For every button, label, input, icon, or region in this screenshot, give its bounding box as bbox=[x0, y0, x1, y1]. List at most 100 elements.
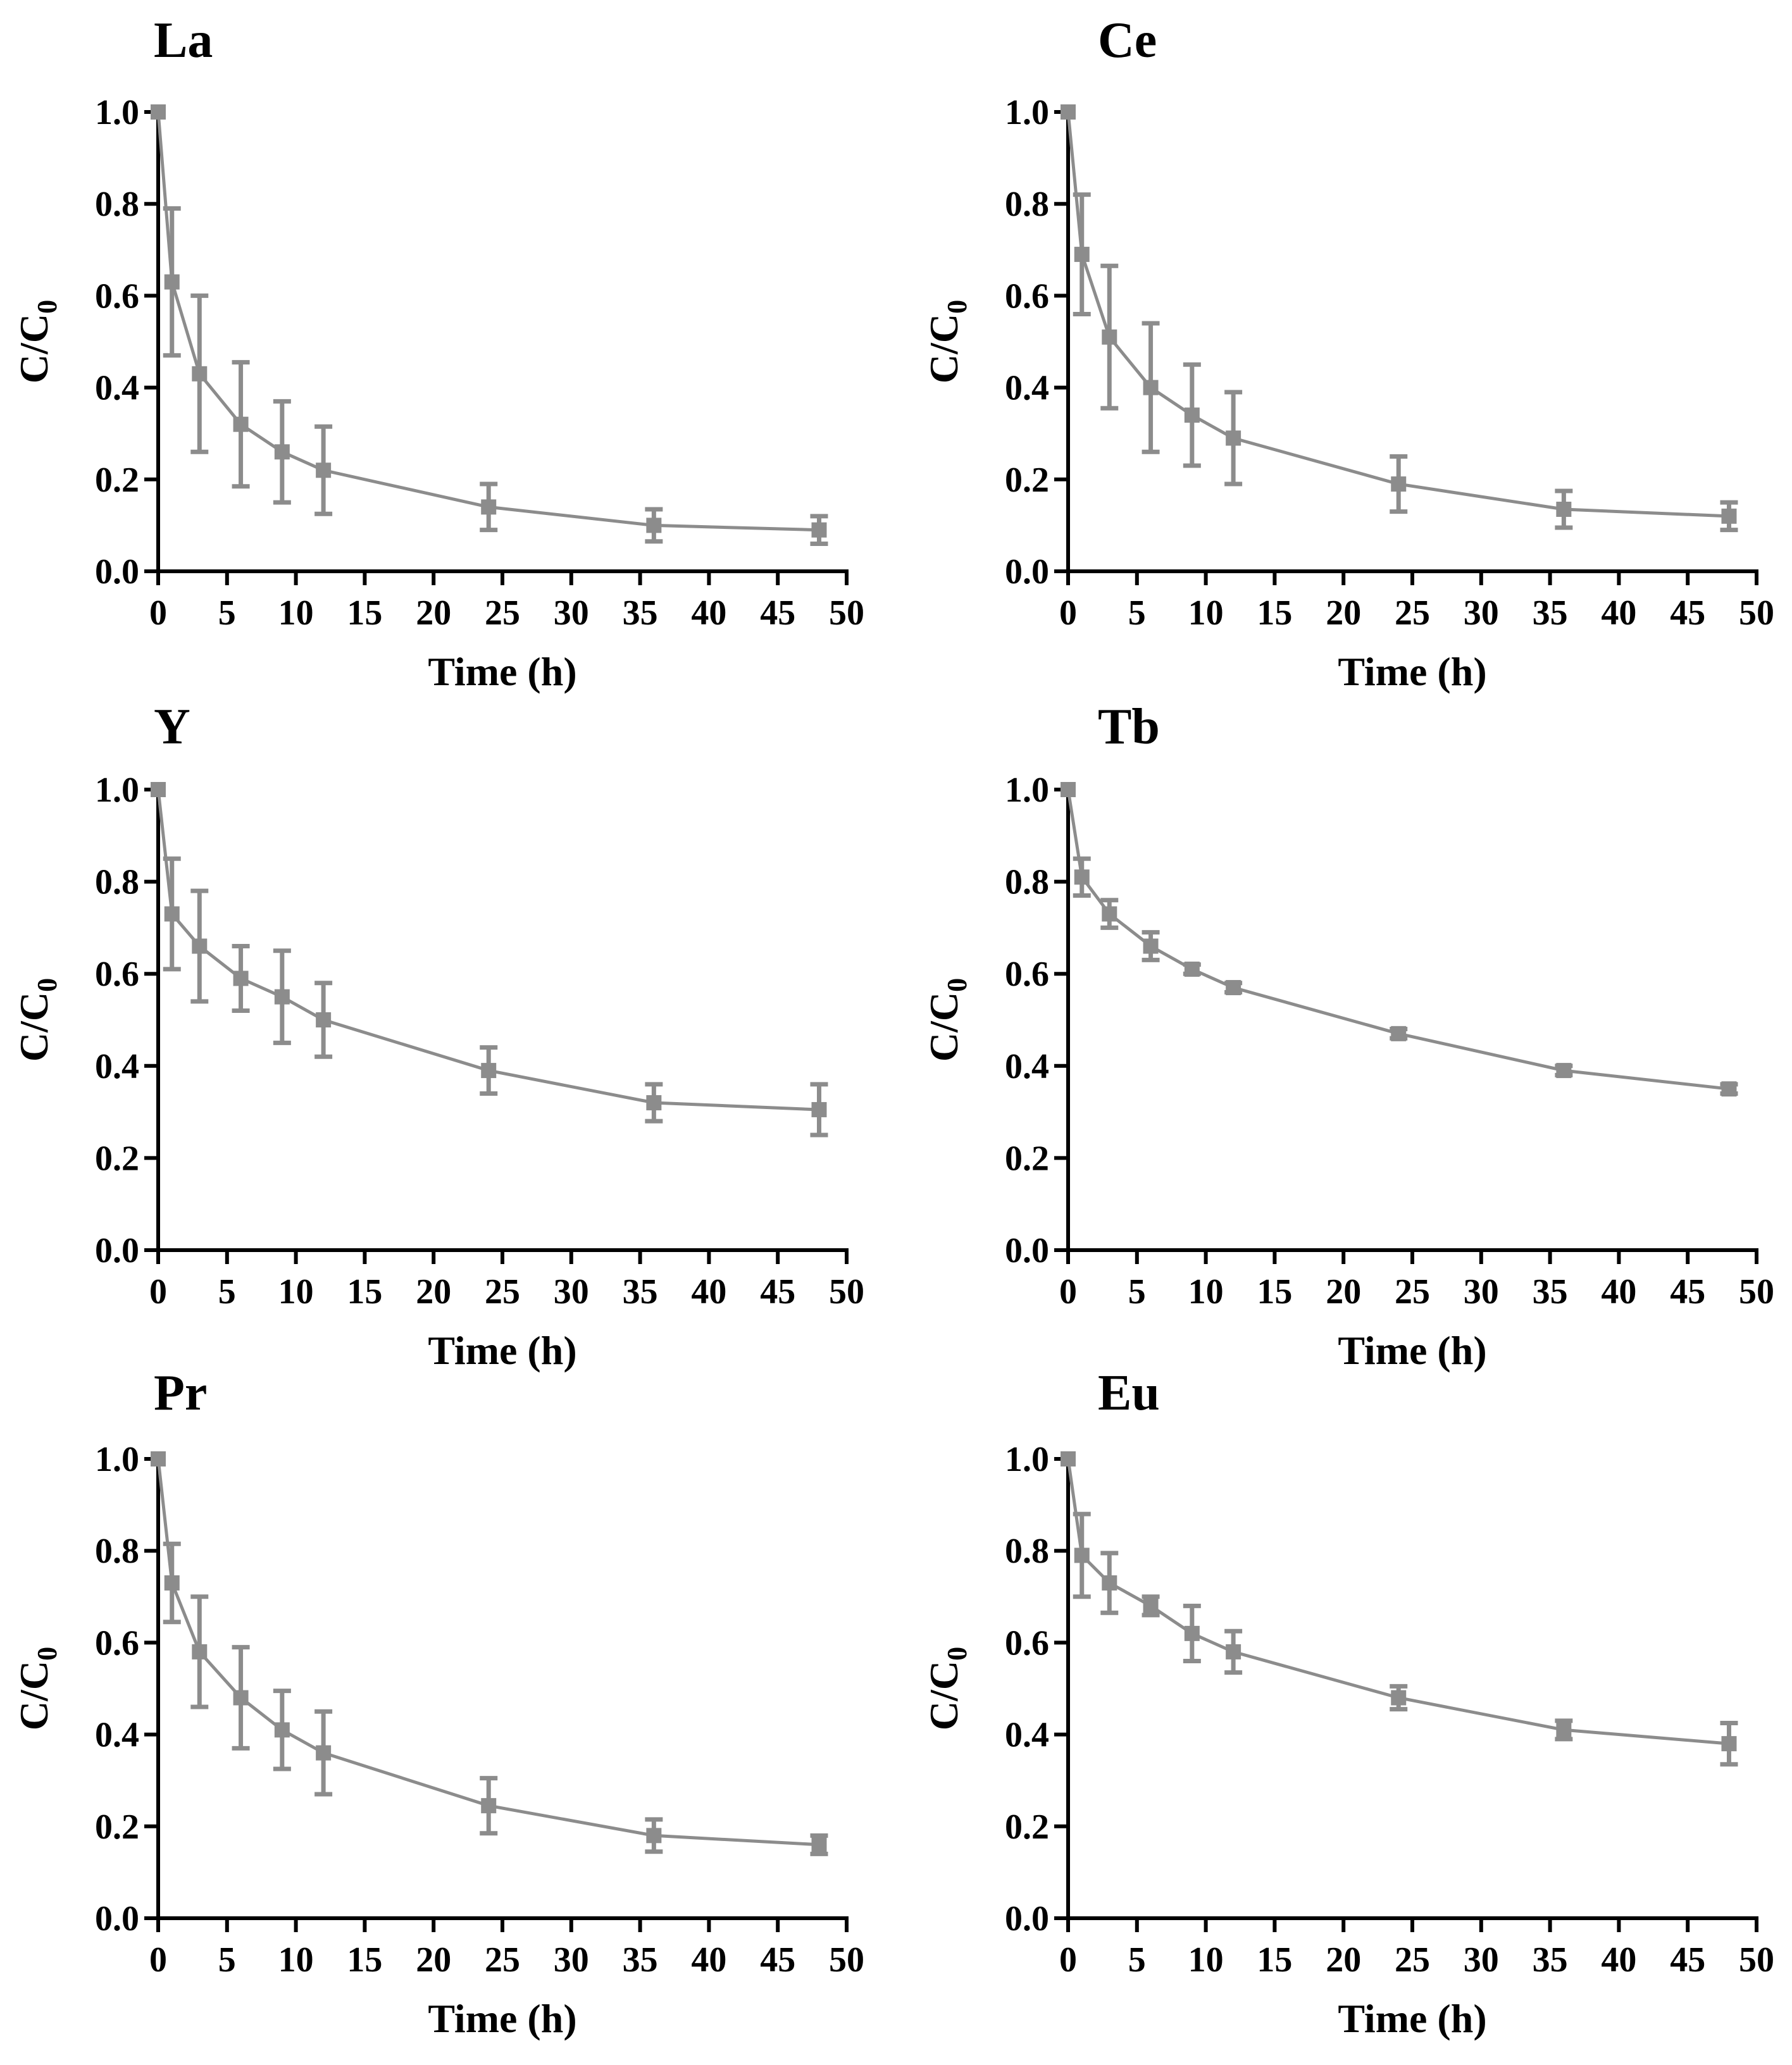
data-point-marker bbox=[481, 1798, 497, 1814]
data-point-marker bbox=[274, 1722, 290, 1738]
data-point-marker bbox=[274, 444, 290, 460]
x-tick-label: 15 bbox=[1257, 1272, 1292, 1312]
chart-panel-eu: Eu 0.0 0.2 0.4 0.6 0.8 1.0 0 5 10 15 20 25 30 35 40 45 50… bbox=[921, 1365, 1774, 2041]
x-tick-label: 35 bbox=[1533, 1940, 1568, 1980]
x-tick-label: 10 bbox=[278, 1272, 314, 1312]
y-tick-label: 0.6 bbox=[1005, 955, 1049, 994]
y-tick-label: 0.8 bbox=[95, 1532, 139, 1571]
x-tick-label: 25 bbox=[485, 1940, 520, 1980]
x-tick-label: 0 bbox=[1059, 1272, 1077, 1312]
x-tick-label: 20 bbox=[1326, 1940, 1361, 1980]
x-tick-label: 30 bbox=[1464, 1272, 1499, 1312]
x-axis-title: Time (h) bbox=[1338, 649, 1486, 694]
data-point-marker bbox=[1102, 906, 1117, 922]
x-tick-label: 35 bbox=[1533, 1272, 1568, 1312]
data-point-marker bbox=[192, 938, 208, 954]
data-point-marker bbox=[1721, 1081, 1737, 1097]
x-tick-label: 10 bbox=[278, 1940, 314, 1980]
y-tick-label: 1.0 bbox=[95, 771, 139, 810]
data-point-marker bbox=[646, 1095, 662, 1111]
x-tick-label: 0 bbox=[149, 1272, 167, 1312]
panel-title: Ce bbox=[1098, 13, 1157, 68]
x-tick-label: 15 bbox=[1257, 1940, 1292, 1980]
x-tick-label: 5 bbox=[1128, 1272, 1146, 1312]
data-point-marker bbox=[192, 366, 208, 381]
data-point-marker bbox=[481, 1063, 497, 1079]
x-tick-label: 30 bbox=[554, 1940, 589, 1980]
x-tick-label: 10 bbox=[1188, 1272, 1224, 1312]
x-tick-label: 0 bbox=[149, 593, 167, 633]
y-tick-label: 1.0 bbox=[95, 1440, 139, 1479]
data-point-marker bbox=[151, 1451, 166, 1467]
y-axis-title: C/C0 bbox=[921, 1647, 973, 1730]
data-point-marker bbox=[1226, 1644, 1241, 1659]
data-point-marker bbox=[316, 462, 332, 478]
x-tick-label: 45 bbox=[760, 1272, 795, 1312]
y-tick-label: 0.8 bbox=[95, 185, 139, 224]
data-point-marker bbox=[316, 1012, 332, 1027]
y-tick-label: 0.6 bbox=[95, 276, 139, 316]
data-point-marker bbox=[316, 1745, 332, 1761]
data-point-marker bbox=[1184, 1625, 1200, 1641]
x-tick-label: 10 bbox=[278, 593, 314, 633]
data-point-marker bbox=[1556, 1722, 1572, 1738]
chart-panel-pr: Pr 0.0 0.2 0.4 0.6 0.8 1.0 0 5 10 15 20 25 30 35 40 45 50… bbox=[11, 1365, 864, 2041]
x-tick-label: 30 bbox=[1464, 593, 1499, 633]
x-tick-label: 5 bbox=[218, 1272, 236, 1312]
x-tick-label: 40 bbox=[691, 593, 726, 633]
data-point-marker bbox=[811, 1837, 827, 1852]
y-tick-label: 0.6 bbox=[1005, 1623, 1049, 1663]
data-point-marker bbox=[164, 906, 180, 922]
y-tick-label: 0.2 bbox=[95, 1808, 139, 1847]
chart-panel-y: Y 0.0 0.2 0.4 0.6 0.8 1.0 0 5 10 15 20 25 30 35 40 45 50 T… bbox=[11, 699, 864, 1373]
y-axis-title-subscript: 0 bbox=[942, 1647, 973, 1661]
x-tick-label: 50 bbox=[829, 1272, 864, 1312]
x-tick-label: 20 bbox=[416, 593, 451, 633]
x-tick-label: 30 bbox=[554, 1272, 589, 1312]
data-point-marker bbox=[1061, 782, 1076, 797]
x-tick-label: 25 bbox=[485, 1272, 520, 1312]
x-tick-label: 25 bbox=[1395, 1940, 1430, 1980]
y-tick-label: 0.4 bbox=[95, 369, 139, 408]
x-tick-label: 45 bbox=[760, 1940, 795, 1980]
y-tick-label: 0.2 bbox=[1005, 1139, 1049, 1178]
x-tick-label: 5 bbox=[1128, 1940, 1146, 1980]
data-point-marker bbox=[274, 989, 290, 1005]
x-tick-label: 25 bbox=[485, 593, 520, 633]
data-point-marker bbox=[233, 970, 249, 986]
panel-title: La bbox=[154, 13, 213, 68]
data-point-marker bbox=[151, 104, 166, 120]
data-point-marker bbox=[164, 274, 180, 290]
x-axis-title: Time (h) bbox=[1338, 1996, 1486, 2041]
x-tick-label: 40 bbox=[1601, 1940, 1636, 1980]
x-tick-label: 15 bbox=[1257, 593, 1292, 633]
data-point-marker bbox=[1074, 869, 1090, 885]
x-tick-label: 15 bbox=[347, 593, 382, 633]
y-tick-label: 0.6 bbox=[95, 1623, 139, 1663]
data-point-marker bbox=[1556, 501, 1572, 517]
data-point-marker bbox=[1391, 1026, 1407, 1041]
x-axis-title: Time (h) bbox=[428, 649, 576, 694]
x-tick-label: 20 bbox=[416, 1940, 451, 1980]
x-tick-label: 20 bbox=[416, 1272, 451, 1312]
data-point-marker bbox=[1184, 407, 1200, 423]
x-tick-label: 5 bbox=[218, 1940, 236, 1980]
y-tick-label: 0.0 bbox=[1005, 1899, 1049, 1938]
chart-panel-tb: Tb 0.0 0.2 0.4 0.6 0.8 1.0 0 5 10 15 20 25 30 35 40 45 50… bbox=[921, 699, 1774, 1373]
x-axis-title: Time (h) bbox=[428, 1328, 576, 1373]
data-point-marker bbox=[1143, 380, 1159, 395]
y-tick-label: 0.0 bbox=[1005, 552, 1049, 592]
y-tick-label: 0.8 bbox=[1005, 1532, 1049, 1571]
panel-title: Y bbox=[154, 699, 190, 755]
x-tick-label: 45 bbox=[760, 593, 795, 633]
y-axis-title: C/C0 bbox=[11, 1647, 63, 1730]
x-tick-label: 0 bbox=[1059, 1940, 1077, 1980]
data-point-marker bbox=[646, 518, 662, 533]
y-tick-label: 0.4 bbox=[95, 1047, 139, 1086]
data-point-marker bbox=[1184, 961, 1200, 977]
x-tick-label: 45 bbox=[1670, 593, 1705, 633]
chart-panel-ce: Ce 0.0 0.2 0.4 0.6 0.8 1.0 0 5 10 15 20 25 30 35 40 45 50… bbox=[921, 13, 1774, 694]
data-point-marker bbox=[811, 522, 827, 538]
x-tick-label: 20 bbox=[1326, 1272, 1361, 1312]
y-tick-label: 0.4 bbox=[1005, 1047, 1049, 1086]
